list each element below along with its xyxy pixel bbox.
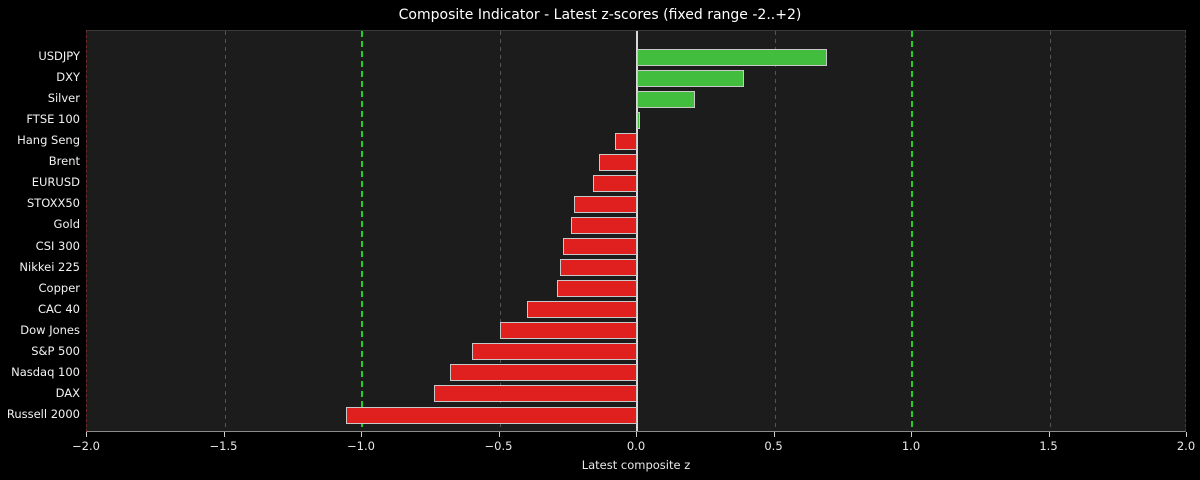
- bar-cac-40: [527, 301, 637, 319]
- x-tick-mark: [1048, 432, 1050, 437]
- x-tick-label: −1.0: [347, 439, 375, 453]
- x-tick-label: 0.0: [626, 439, 646, 453]
- y-tick-label: DXY: [56, 70, 80, 85]
- bar-silver: [637, 90, 695, 108]
- bar-eurusd: [593, 174, 637, 192]
- x-tick-label: 1.5: [1039, 439, 1058, 453]
- bar-dax: [433, 385, 637, 403]
- bar-dxy: [637, 69, 745, 87]
- bar-nikkei-225: [560, 259, 637, 277]
- bar-dow-jones: [499, 322, 637, 340]
- bar-brent: [598, 153, 637, 171]
- bar-gold: [571, 216, 637, 234]
- x-tick-mark: [498, 432, 500, 437]
- bar-csi-300: [562, 238, 637, 256]
- y-tick-label: Nikkei 225: [19, 259, 80, 274]
- bar-hang-seng: [615, 132, 637, 150]
- bar-ftse-100: [637, 111, 640, 129]
- y-tick-label: Dow Jones: [20, 322, 80, 337]
- bar-stoxx50: [573, 195, 637, 213]
- x-tick-label: 2.0: [1176, 439, 1196, 453]
- bar-s-p-500: [472, 343, 637, 361]
- x-axis-label: Latest composite z: [581, 458, 691, 472]
- y-tick-label: Silver: [47, 91, 80, 106]
- y-tick-label: Russell 2000: [6, 407, 80, 422]
- x-tick-mark: [773, 432, 775, 437]
- x-tick-mark: [223, 432, 225, 437]
- gridline: [774, 31, 776, 431]
- x-tick-mark: [1186, 432, 1187, 437]
- x-tick-label: 1.0: [901, 439, 921, 453]
- y-tick-label: CAC 40: [37, 301, 80, 316]
- y-tick-label: USDJPY: [38, 49, 80, 63]
- x-tick-label: −1.5: [209, 439, 238, 453]
- x-tick-label: −0.5: [484, 439, 513, 453]
- y-tick-label: Hang Seng: [17, 133, 80, 148]
- y-tick-label: Copper: [38, 280, 80, 295]
- reference-line: [911, 31, 913, 431]
- x-tick-mark: [636, 432, 637, 437]
- x-tick-label: −2.0: [72, 439, 100, 453]
- zero-line: [636, 31, 638, 431]
- x-tick-mark: [361, 432, 362, 437]
- y-tick-label: EURUSD: [31, 175, 80, 190]
- gridline: [224, 31, 226, 431]
- y-tick-label: S&P 500: [31, 343, 80, 358]
- y-tick-label: STOXX50: [26, 196, 80, 211]
- y-tick-label: CSI 300: [35, 238, 80, 253]
- x-tick-mark: [86, 432, 87, 437]
- bar-nasdaq-100: [450, 364, 637, 382]
- y-tick-label: Brent: [48, 154, 80, 169]
- x-tick-mark: [911, 432, 912, 437]
- y-tick-label: DAX: [55, 385, 80, 400]
- x-tick-label: 0.5: [764, 439, 783, 453]
- y-tick-label: Gold: [53, 217, 80, 232]
- gridline: [1049, 31, 1051, 431]
- bar-russell-2000: [345, 406, 637, 424]
- y-tick-label: Nasdaq 100: [11, 364, 80, 379]
- reference-line: [361, 31, 363, 431]
- chart-title: Composite Indicator - Latest z-scores (f…: [398, 7, 802, 23]
- y-tick-label: FTSE 100: [26, 112, 80, 127]
- plot-area: [86, 30, 1186, 432]
- gridline: [499, 31, 501, 431]
- bar-copper: [557, 280, 637, 298]
- bar-usdjpy: [637, 48, 827, 66]
